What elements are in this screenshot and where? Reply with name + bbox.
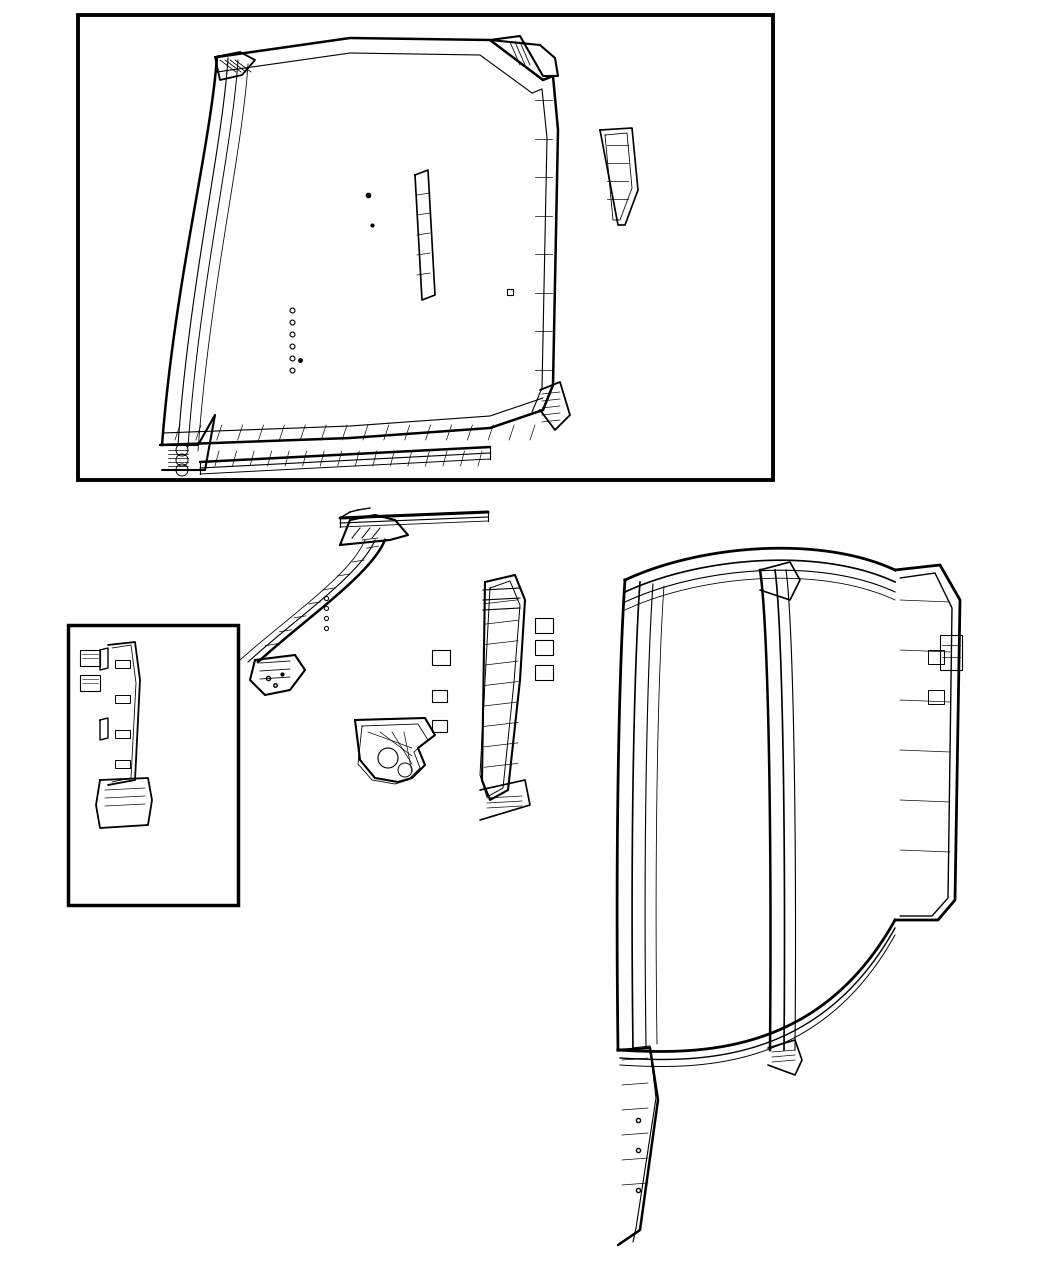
Bar [928, 650, 944, 664]
Bar [116, 760, 130, 768]
Bar [68, 625, 238, 905]
Bar [536, 640, 553, 655]
Bar [80, 674, 100, 691]
Bar [432, 690, 447, 703]
Bar [536, 618, 553, 632]
Bar [940, 635, 962, 669]
Bar [80, 650, 100, 666]
Bar [78, 15, 773, 479]
Bar [536, 666, 553, 680]
Bar [116, 731, 130, 738]
Bar [432, 720, 447, 732]
Bar [928, 690, 944, 704]
Bar [116, 660, 130, 668]
Bar [116, 695, 130, 703]
Bar [432, 650, 450, 666]
